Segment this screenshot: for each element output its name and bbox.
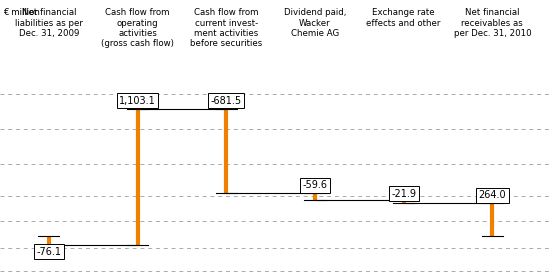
Text: -59.6: -59.6 — [302, 180, 327, 190]
Text: 1,103.1: 1,103.1 — [119, 96, 156, 106]
Text: Cash flow from
current invest-
ment activities
before securities: Cash flow from current invest- ment acti… — [190, 8, 262, 48]
Text: Dividend paid,
Wacker
Chemie AG: Dividend paid, Wacker Chemie AG — [284, 8, 346, 38]
Text: -21.9: -21.9 — [391, 189, 416, 199]
Text: Net financial
liabilities as per
Dec. 31, 2009: Net financial liabilities as per Dec. 31… — [15, 8, 82, 38]
Text: € million: € million — [3, 8, 40, 17]
Text: Net financial
receivables as
per Dec. 31, 2010: Net financial receivables as per Dec. 31… — [454, 8, 531, 38]
Text: 264.0: 264.0 — [478, 190, 506, 200]
Text: -76.1: -76.1 — [36, 247, 61, 257]
Text: -681.5: -681.5 — [211, 96, 242, 106]
Text: Cash flow from
operating
activities
(gross cash flow): Cash flow from operating activities (gro… — [101, 8, 174, 48]
Text: Exchange rate
effects and other: Exchange rate effects and other — [366, 8, 441, 28]
